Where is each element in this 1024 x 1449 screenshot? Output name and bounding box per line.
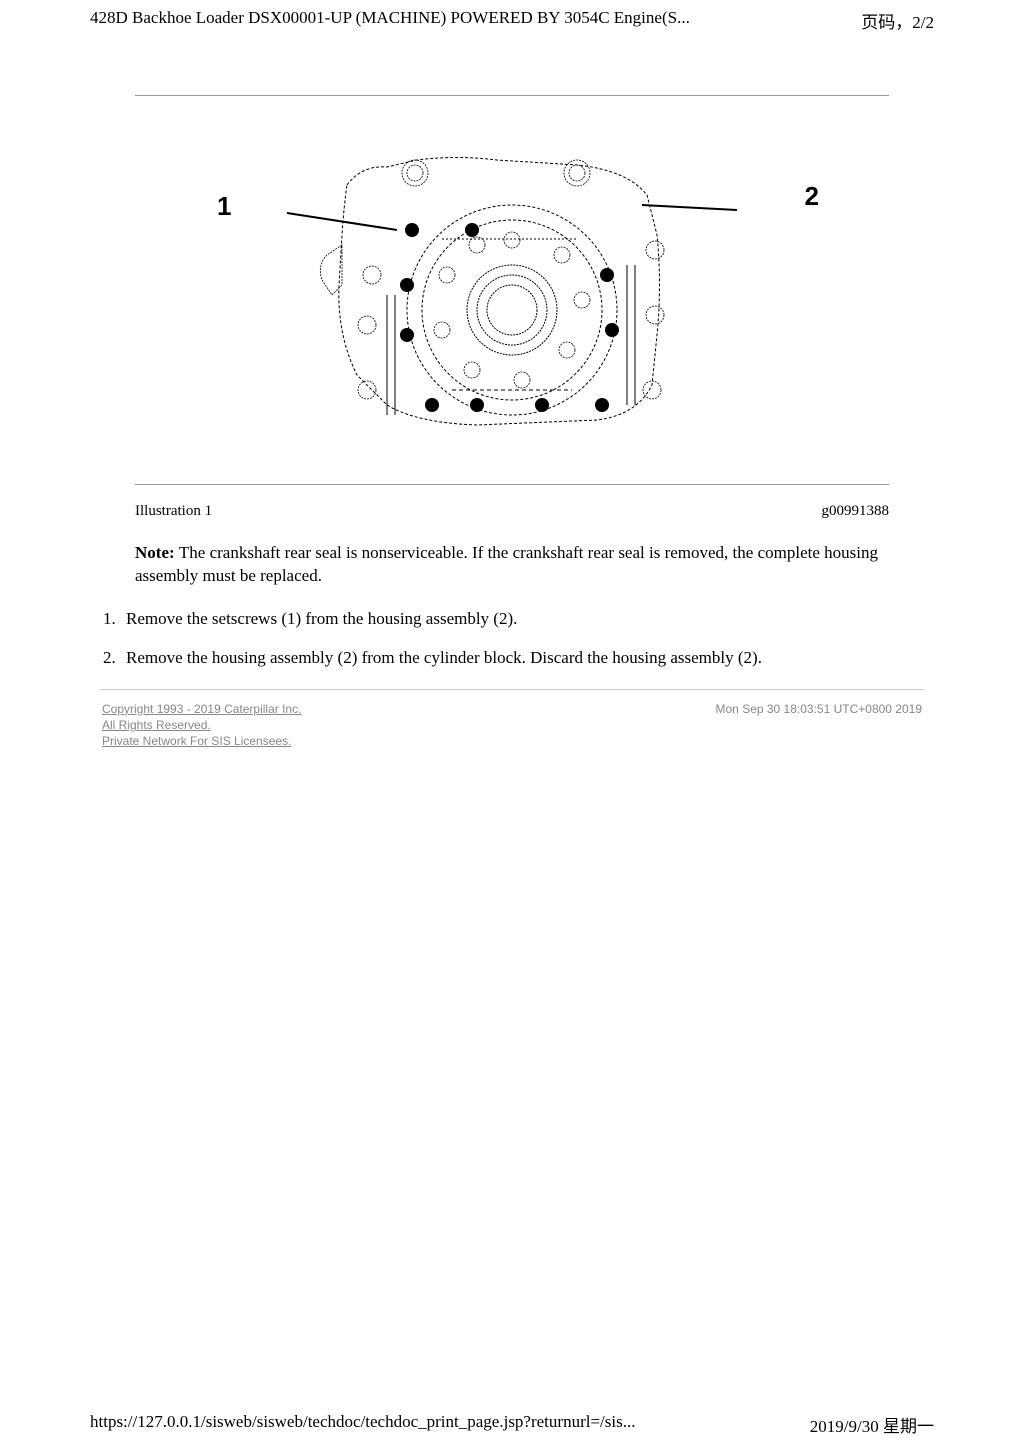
main-content: 1 2: [0, 95, 1024, 750]
section-divider: [100, 689, 924, 690]
header-title-left: 428D Backhoe Loader DSX00001-UP (MACHINE…: [90, 8, 690, 33]
page-header: 428D Backhoe Loader DSX00001-UP (MACHINE…: [0, 0, 1024, 45]
footer-metadata: Copyright 1993 - 2019 Caterpillar Inc. A…: [100, 702, 924, 750]
step-2: Remove the housing assembly (2) from the…: [120, 645, 924, 671]
illustration-number: Illustration 1: [135, 503, 212, 520]
page-footer: https://127.0.0.1/sisweb/sisweb/techdoc/…: [90, 1412, 934, 1437]
illustration-id: g00991388: [822, 503, 890, 520]
footer-timestamp: Mon Sep 30 18:03:51 UTC+0800 2019: [716, 702, 922, 750]
footer-url: https://127.0.0.1/sisweb/sisweb/techdoc/…: [90, 1412, 635, 1437]
note-label: Note:: [135, 543, 179, 562]
illustration-caption: Illustration 1 g00991388: [135, 503, 889, 520]
callout-2: 2: [805, 181, 819, 212]
step-1: Remove the setscrews (1) from the housin…: [120, 606, 924, 632]
copyright-link[interactable]: Copyright 1993 - 2019 Caterpillar Inc.: [102, 702, 301, 716]
illustration-container: 1 2: [135, 95, 889, 485]
footer-date: 2019/9/30 星期一: [810, 1412, 934, 1437]
rights-link[interactable]: All Rights Reserved.: [102, 718, 301, 732]
header-title-right: 页码，2/2: [861, 8, 934, 33]
network-link[interactable]: Private Network For SIS Licensees.: [102, 734, 301, 748]
note-text: The crankshaft rear seal is nonserviceab…: [135, 543, 878, 585]
callout-1: 1: [217, 191, 231, 222]
footer-left: Copyright 1993 - 2019 Caterpillar Inc. A…: [102, 702, 301, 750]
note-block: Note: The crankshaft rear seal is nonser…: [135, 542, 889, 588]
procedure-steps: Remove the setscrews (1) from the housin…: [120, 606, 924, 671]
technical-diagram: [277, 135, 747, 445]
